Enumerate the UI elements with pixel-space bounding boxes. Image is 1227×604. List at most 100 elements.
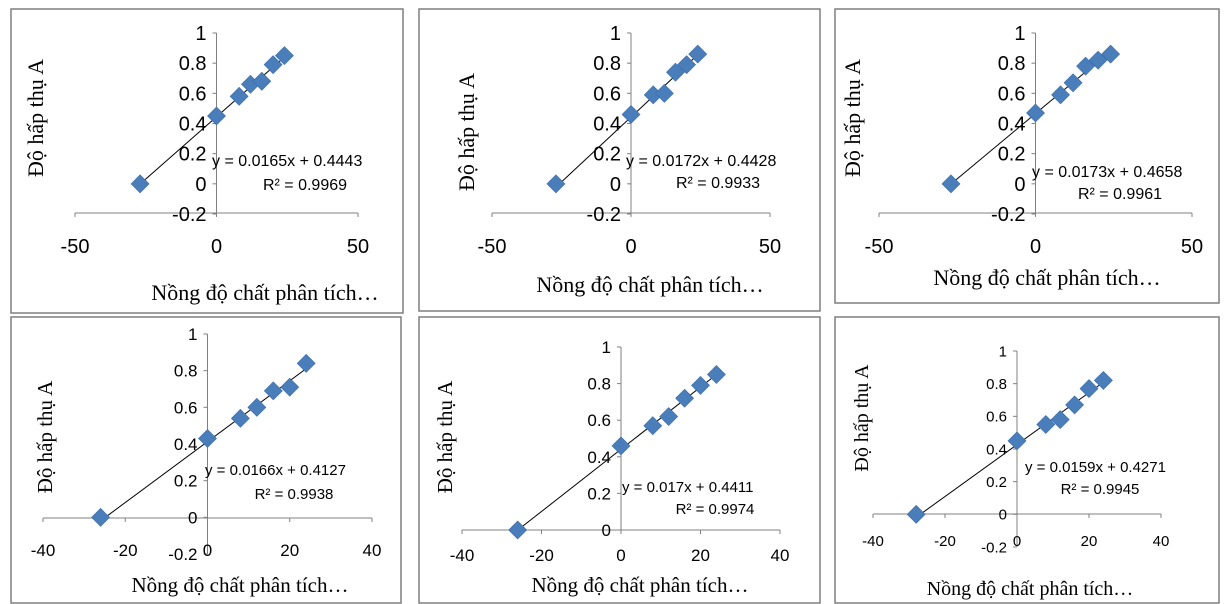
scatter-chart: -0.2 0 0.2 0.4 0.6 0.8 1 -40 -20 0 20 40 y = 0.0166x…	[10, 316, 402, 604]
y-tick-label: 1	[602, 338, 611, 357]
x-tick-label: 20	[280, 541, 299, 560]
data-point	[621, 105, 641, 124]
y-axis-title: Độ hấp thụ A	[851, 364, 873, 472]
x-tick-label: -50	[478, 236, 507, 258]
x-tick-label: 40	[363, 541, 382, 560]
y-tick-label: 0.4	[174, 435, 198, 454]
scatter-chart: -0.2 0 0.2 0.4 0.6 0.8 1 -40 -20 0 20 40 y = 0.0159x…	[834, 316, 1220, 604]
y-tick-label: 0	[1014, 174, 1025, 196]
y-tick-label: -0.2	[172, 204, 206, 226]
chart-frame	[10, 8, 404, 314]
y-tick-label: 1	[188, 325, 197, 344]
x-axis-title: Nồng độ chất phân tích…	[933, 265, 1160, 290]
chart-panel-4: -0.2 0 0.2 0.4 0.6 0.8 1 -40 -20 0 20 40 y = 0.0166x…	[10, 316, 402, 604]
data-point	[666, 62, 685, 82]
y-tick-label: 0.8	[174, 362, 198, 381]
data-point	[296, 353, 316, 373]
x-tick-label: 0	[625, 236, 636, 258]
y-axis-title: Độ hấp thụ A	[23, 59, 48, 177]
x-tick-label: 0	[1013, 533, 1021, 550]
data-point	[654, 83, 674, 103]
data-point	[1026, 103, 1045, 123]
x-tick-label: 20	[691, 546, 710, 565]
y-tick-label: 0	[195, 174, 206, 196]
chart-panel-6: -0.2 0 0.2 0.4 0.6 0.8 1 -40 -20 0 20 40 y = 0.0159x…	[834, 316, 1220, 604]
r-squared-label: R² = 0.9933	[676, 175, 760, 192]
r-squared-label: R² = 0.9974	[676, 501, 755, 518]
data-point	[677, 55, 697, 75]
y-tick-label: 1	[195, 23, 206, 45]
y-tick-label: 0.8	[587, 375, 611, 394]
x-tick-label: -20	[529, 546, 554, 565]
data-point	[247, 397, 267, 417]
data-point	[1050, 410, 1070, 430]
data-point	[91, 507, 110, 527]
x-tick-label: 50	[759, 236, 781, 258]
y-tick-label: 0.8	[593, 53, 621, 75]
data-point	[230, 408, 250, 428]
y-tick-label: 0.4	[587, 448, 611, 467]
y-tick-label: 0.6	[986, 409, 1007, 426]
y-tick-label: 0.2	[179, 144, 207, 166]
chart-panel-3: -0.2 0 0.2 0.4 0.6 0.8 1 -50 0 50 y = 0.0173x + 0.…	[834, 8, 1220, 304]
data-point	[252, 71, 272, 91]
y-tick-label: 0.8	[986, 376, 1007, 393]
data-point	[675, 388, 695, 408]
x-tick-label: -50	[61, 236, 90, 258]
data-point	[546, 174, 566, 194]
y-tick-label: 0.8	[998, 53, 1026, 75]
chart-frame	[10, 316, 402, 604]
x-tick-label: 50	[347, 236, 369, 258]
x-axis-title: Nồng độ chất phân tích…	[532, 573, 749, 597]
y-axis-title: Độ hấp thụ A	[33, 380, 57, 493]
data-point	[1088, 50, 1108, 70]
data-point	[198, 429, 217, 448]
data-point	[659, 407, 679, 426]
trendline-equation: y = 0.017x + 0.4411	[622, 479, 754, 496]
x-axis-title: Nồng độ chất phân tích…	[132, 573, 349, 597]
scatter-chart: 0 0.2 0.4 0.6 0.8 1 -40 -20 0 20 40 y = 0.017x + 0.…	[418, 316, 821, 604]
y-axis-title: Độ hấp thụ A	[840, 59, 865, 177]
x-axis-title: Nồng độ chất phân tích…	[927, 578, 1134, 600]
y-tick-label: -0.2	[587, 204, 621, 226]
y-tick-label: 0.4	[179, 114, 207, 136]
scatter-chart: -0.200.20.40.60.81-50 0 50y = 0.0165x + 0.…	[10, 8, 404, 314]
x-tick-label: 0	[616, 546, 625, 565]
y-tick-label: 0	[999, 507, 1007, 524]
x-axis-title: Nồng độ chất phân tích…	[536, 272, 763, 297]
data-point	[1079, 379, 1099, 398]
data-point	[207, 106, 226, 126]
y-tick-label: -0.2	[981, 539, 1007, 556]
chart-frame	[418, 316, 821, 604]
data-point	[263, 55, 283, 75]
y-tick-label: 0.8	[179, 53, 207, 75]
x-tick-label: -40	[862, 533, 884, 550]
chart-frame	[418, 8, 821, 312]
r-squared-label: R² = 0.9938	[255, 486, 334, 503]
y-tick-label: -0.2	[991, 204, 1025, 226]
chart-frame	[834, 8, 1220, 304]
chart-panel-5: 0 0.2 0.4 0.6 0.8 1 -40 -20 0 20 40 y = 0.017x + 0.…	[418, 316, 821, 604]
data-point	[274, 46, 294, 66]
y-tick-label: 0.2	[587, 484, 611, 503]
x-tick-label: -40	[450, 546, 475, 565]
x-tick-label: 20	[1081, 533, 1098, 550]
data-point	[1051, 85, 1070, 105]
data-point	[1007, 431, 1027, 451]
trendline-equation: y = 0.0173x + 0.4658	[1032, 164, 1182, 181]
data-point	[508, 520, 528, 540]
scatter-chart: -0.200.20.40.60.81-50 0 50y = 0.0173x + 0.…	[834, 8, 1220, 304]
y-tick-label: 1	[1014, 23, 1025, 45]
x-tick-label: 0	[1030, 236, 1041, 258]
x-tick-label: 40	[771, 546, 790, 565]
data-point	[706, 365, 726, 384]
data-point	[229, 86, 249, 106]
data-point	[643, 416, 663, 436]
r-squared-label: R² = 0.9945	[1061, 481, 1140, 498]
data-point	[1063, 73, 1083, 93]
data-point	[906, 504, 926, 524]
y-axis-title: Độ hấp thụ A	[433, 380, 457, 493]
y-tick-label: 0	[602, 521, 611, 540]
y-axis-title: Độ hấp thụ A	[454, 73, 479, 191]
x-tick-label: 0	[203, 541, 212, 560]
